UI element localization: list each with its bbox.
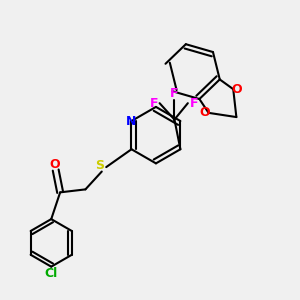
Text: O: O (232, 83, 242, 96)
Text: F: F (149, 97, 158, 110)
Text: F: F (170, 87, 179, 100)
Text: F: F (190, 97, 198, 110)
Text: O: O (49, 158, 59, 171)
Text: N: N (126, 115, 137, 128)
Text: O: O (200, 106, 210, 119)
Text: Cl: Cl (45, 267, 58, 280)
Text: S: S (95, 159, 104, 172)
